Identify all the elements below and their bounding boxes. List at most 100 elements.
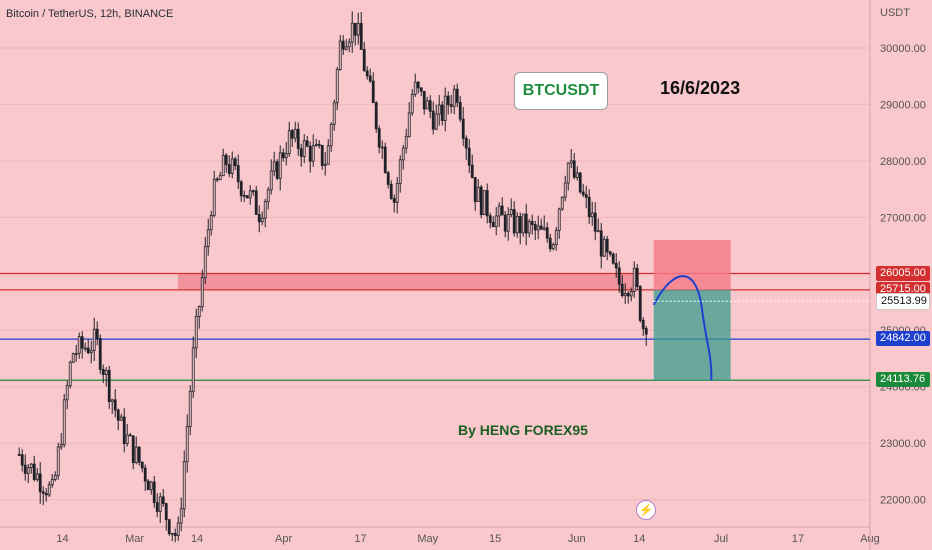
- candle-body: [599, 230, 603, 257]
- candle-body: [311, 145, 315, 162]
- candle-body: [350, 22, 354, 43]
- candle-body: [602, 238, 606, 257]
- candle-body: [533, 224, 537, 231]
- candle-body: [35, 473, 39, 480]
- y-tick-label: 29000.00: [880, 99, 926, 111]
- candle-body: [41, 491, 45, 494]
- candle-body: [260, 217, 264, 223]
- author-annotation: By HENG FOREX95: [458, 422, 588, 438]
- candle-body: [623, 292, 627, 297]
- candle-body: [386, 172, 390, 185]
- candle-body: [68, 361, 72, 387]
- candle-body: [317, 143, 321, 146]
- candle-body: [263, 201, 267, 219]
- candle-body: [485, 190, 489, 217]
- y-tick-label: 28000.00: [880, 156, 926, 168]
- candle-body: [644, 328, 648, 335]
- candle-body: [461, 118, 465, 139]
- candle-body: [449, 104, 453, 107]
- candle-body: [497, 205, 501, 217]
- candle-body: [47, 484, 51, 496]
- symbol-title[interactable]: Bitcoin / TetherUS, 12h, BINANCE: [6, 8, 174, 20]
- candle-body: [23, 464, 27, 474]
- candle-body: [419, 87, 423, 92]
- candle-body: [26, 467, 30, 474]
- candle-body: [125, 434, 129, 444]
- candle-body: [230, 158, 234, 174]
- candle-body: [575, 172, 579, 178]
- candle-body: [464, 137, 468, 149]
- candle-body: [131, 435, 135, 463]
- candle-body: [365, 70, 369, 77]
- candle-body: [179, 508, 183, 524]
- candle-body: [83, 347, 87, 350]
- candle-body: [410, 93, 414, 114]
- candle-body: [293, 128, 297, 139]
- candle-body: [494, 215, 498, 228]
- x-tick-label: May: [417, 533, 438, 545]
- candle-body: [437, 104, 441, 115]
- candle-body: [359, 22, 363, 50]
- candle-body: [32, 463, 36, 480]
- price-tag-current-price: 25513.99: [876, 293, 930, 311]
- candle-body: [425, 100, 429, 110]
- candle-body: [158, 496, 162, 512]
- candle-body: [143, 467, 147, 482]
- candle-body: [98, 338, 102, 370]
- candle-body: [611, 253, 615, 264]
- candle-body: [392, 198, 396, 203]
- candle-body: [608, 251, 612, 255]
- candle-body: [452, 88, 456, 107]
- candle-body: [617, 267, 621, 285]
- x-tick-label: Mar: [125, 533, 144, 545]
- candle-body: [332, 102, 336, 125]
- candles: [17, 11, 648, 543]
- x-tick-label: 14: [191, 533, 203, 545]
- candle-body: [113, 399, 117, 411]
- candle-body: [620, 283, 624, 297]
- candle-body: [479, 186, 483, 216]
- candle-body: [146, 480, 150, 491]
- candle-body: [254, 190, 258, 215]
- candle-body: [227, 164, 231, 174]
- candle-body: [290, 130, 294, 139]
- candle-body: [347, 41, 351, 48]
- candle-body: [341, 40, 345, 50]
- candle-body: [29, 463, 33, 468]
- candle-body: [374, 102, 378, 130]
- candle-body: [488, 215, 492, 223]
- candle-body: [398, 159, 402, 184]
- candle-body: [626, 292, 630, 297]
- tradingview-bolt-icon[interactable]: ⚡: [636, 500, 656, 520]
- candle-body: [245, 195, 249, 199]
- candle-body: [110, 399, 114, 402]
- candle-body: [44, 492, 48, 496]
- candle-body: [65, 385, 69, 401]
- y-tick-label: 27000.00: [880, 212, 926, 224]
- candle-body: [530, 221, 534, 225]
- candle-body: [515, 215, 519, 234]
- candle-body: [512, 209, 516, 234]
- y-tick-label: 23000.00: [880, 438, 926, 450]
- candle-body: [104, 370, 108, 375]
- candle-body: [440, 104, 444, 121]
- currency-label: USDT: [880, 7, 910, 19]
- resistance-zone: [177, 273, 635, 290]
- candle-body: [287, 130, 291, 154]
- candle-body: [353, 22, 357, 36]
- candle-body: [314, 143, 318, 147]
- candle-body: [356, 22, 360, 36]
- x-tick-label: 14: [56, 533, 68, 545]
- candle-body: [71, 353, 75, 363]
- candle-body: [38, 473, 42, 493]
- candle-body: [284, 153, 288, 159]
- candle-body: [302, 140, 306, 157]
- candle-body: [155, 502, 159, 512]
- candle-body: [500, 205, 504, 216]
- candle-body: [413, 81, 417, 95]
- candle-body: [476, 186, 480, 202]
- candle-body: [74, 352, 78, 355]
- candle-body: [107, 370, 111, 402]
- ticker-badge: BTCUSDT: [514, 72, 608, 110]
